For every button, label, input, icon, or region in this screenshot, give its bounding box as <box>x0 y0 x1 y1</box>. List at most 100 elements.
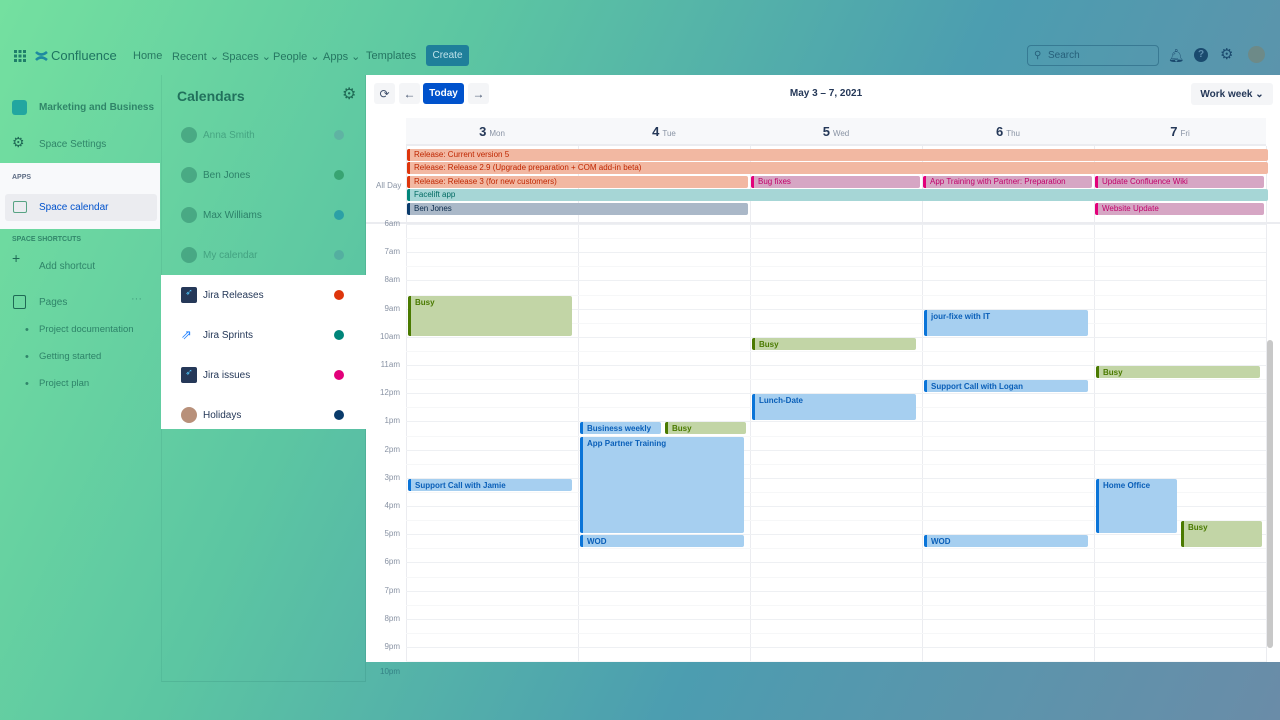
chevron-down-icon: ⌄ <box>310 51 320 63</box>
jira-rocket-icon: ➶ <box>181 287 197 303</box>
calendar-color-dot[interactable] <box>334 330 344 340</box>
calendar-item[interactable]: ⇗ Jira Sprints <box>161 315 366 355</box>
all-day-event[interactable]: Release: Release 3 (for new customers) <box>407 175 748 188</box>
previous-week-button[interactable]: ← <box>399 83 420 104</box>
day-name: Mon <box>489 129 505 138</box>
calendar-item[interactable]: ➶ Jira Releases <box>161 275 366 315</box>
page-link[interactable]: Project documentation <box>39 324 134 335</box>
all-day-event[interactable]: Release: Current version 5 <box>407 149 1268 161</box>
calendar-event[interactable]: WOD <box>924 535 1088 548</box>
hour-label-overflow: 10pm <box>380 667 401 676</box>
calendar-color-dot[interactable] <box>334 130 344 140</box>
calendar-color-dot[interactable] <box>334 370 344 380</box>
all-day-event[interactable]: Website Update <box>1095 202 1264 215</box>
calendar-event[interactable]: Busy <box>752 337 916 350</box>
calendar-event[interactable]: Busy <box>1096 366 1260 379</box>
page-link[interactable]: Project plan <box>39 378 90 389</box>
day-divider <box>1266 224 1267 662</box>
day-name: Wed <box>832 129 850 138</box>
calendar-icon <box>13 201 27 213</box>
today-button[interactable]: Today <box>423 83 464 104</box>
hour-label: 11am <box>380 360 400 369</box>
space-logo-icon <box>12 100 27 115</box>
all-day-section: All Day Release: Current version 5 Releas… <box>366 146 1280 224</box>
nav-recent[interactable]: Recent ⌄ <box>172 50 219 63</box>
help-icon[interactable]: ? <box>1194 48 1208 62</box>
nav-recent-label: Recent <box>172 51 207 63</box>
nav-apps[interactable]: Apps ⌄ <box>323 50 360 63</box>
next-week-button[interactable]: → <box>468 83 489 104</box>
calendar-color-dot[interactable] <box>334 250 344 260</box>
all-day-event[interactable]: Release: Release 2.9 (Upgrade preparatio… <box>407 162 1268 175</box>
space-calendar-label: Space calendar <box>39 202 109 213</box>
arrow-left-icon: ← <box>403 86 416 101</box>
hour-label: 6am <box>384 219 400 228</box>
settings-gear-icon[interactable]: ⚙ <box>1220 46 1234 63</box>
calendar-event[interactable]: Busy <box>1181 521 1262 548</box>
app-name[interactable]: Confluence <box>51 48 117 63</box>
bullet-icon: • <box>25 351 29 363</box>
hour-line <box>406 280 1266 282</box>
nav-people[interactable]: People ⌄ <box>273 50 320 63</box>
view-selector[interactable]: Work week ⌄ <box>1191 83 1273 105</box>
all-day-event[interactable]: App Training with Partner: Preparation <box>923 175 1092 188</box>
calendar-event[interactable]: WOD <box>580 535 744 548</box>
refresh-button[interactable]: ⟳ <box>374 83 395 104</box>
search-input[interactable]: ⚲ Search <box>1027 45 1159 66</box>
calendar-event[interactable]: Busy <box>665 422 746 435</box>
calendar-event[interactable]: Support Call with Logan <box>924 380 1088 393</box>
day-divider <box>922 146 923 224</box>
nav-spaces[interactable]: Spaces ⌄ <box>222 50 271 63</box>
day-header[interactable]: 3 Mon <box>406 124 578 139</box>
calendar-item[interactable]: Max Williams <box>161 195 366 235</box>
nav-templates[interactable]: Templates <box>366 50 417 62</box>
calendar-event[interactable]: Lunch-Date <box>752 394 916 421</box>
all-day-event[interactable]: Bug fixes <box>751 175 920 188</box>
day-number: 6 <box>995 124 1004 139</box>
avatar <box>181 127 197 143</box>
day-name: Thu <box>1006 129 1021 138</box>
calendar-event[interactable]: jour-fixe with IT <box>924 309 1088 336</box>
calendar-item[interactable]: Holidays <box>161 395 366 435</box>
calendar-event[interactable]: Business weekly <box>580 422 661 435</box>
hour-line <box>406 449 1266 451</box>
pages-link[interactable]: Pages <box>39 297 68 308</box>
calendar-item[interactable]: Anna Smith <box>161 115 366 155</box>
user-avatar[interactable] <box>1248 46 1265 63</box>
all-day-event[interactable]: Ben Jones <box>407 202 748 215</box>
calendar-color-dot[interactable] <box>334 170 344 180</box>
day-header[interactable]: 5 Wed <box>750 124 922 139</box>
add-shortcut-link[interactable]: Add shortcut <box>39 261 96 272</box>
page-link[interactable]: Getting started <box>39 351 102 362</box>
calendar-scrollbar[interactable] <box>1267 340 1273 648</box>
calendar-color-dot[interactable] <box>334 210 344 220</box>
calendar-view: ⟳ ← Today → May 3 – 7, 2021 Work week ⌄ … <box>366 75 1280 662</box>
all-day-event[interactable]: Facelift app <box>407 189 1268 202</box>
calendars-settings-gear-icon[interactable]: ⚙ <box>342 86 357 103</box>
confluence-logo-icon[interactable] <box>35 50 48 62</box>
calendar-item[interactable]: My calendar <box>161 235 366 275</box>
calendar-item[interactable]: Ben Jones <box>161 155 366 195</box>
space-settings-link[interactable]: Space Settings <box>39 139 107 150</box>
create-button[interactable]: Create <box>426 45 469 66</box>
more-options-icon[interactable]: ··· <box>131 293 142 305</box>
space-name[interactable]: Marketing and Business <box>39 102 155 113</box>
day-header[interactable]: 4 Tue <box>578 124 750 139</box>
day-header[interactable]: 6 Thu <box>922 124 1094 139</box>
all-day-event[interactable]: Update Confluence Wiki <box>1095 175 1264 188</box>
notification-bell-icon[interactable]: 🔔︎ <box>1168 48 1185 63</box>
nav-home[interactable]: Home <box>133 50 163 62</box>
hour-label: 7pm <box>384 585 400 595</box>
app-switcher-icon[interactable] <box>14 50 26 62</box>
calendar-event[interactable]: Home Office <box>1096 478 1177 534</box>
sidebar-item-space-calendar[interactable]: Space calendar <box>5 194 157 221</box>
calendar-event[interactable]: App Partner Training <box>580 436 744 534</box>
day-header[interactable]: 7 Fri <box>1094 124 1266 139</box>
calendar-color-dot[interactable] <box>334 410 344 420</box>
calendar-item[interactable]: ➶ Jira issues <box>161 355 366 395</box>
calendar-event[interactable]: Busy <box>408 295 572 336</box>
hour-line <box>406 647 1266 648</box>
calendar-color-dot[interactable] <box>334 290 344 300</box>
day-divider <box>1094 224 1095 662</box>
calendar-event[interactable]: Support Call with Jamie <box>408 478 572 491</box>
